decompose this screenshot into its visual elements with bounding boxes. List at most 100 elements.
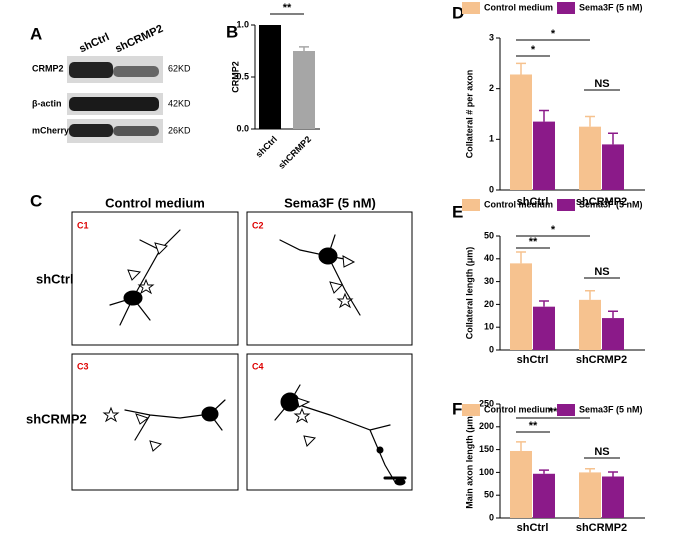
x-tick-label: shCtrl [517,354,549,366]
y-tick-label: 100 [479,467,494,477]
bar [579,299,601,350]
significance-label: NS [594,446,609,458]
bar [510,450,532,518]
markers [102,242,356,452]
y-tick-label: 10 [484,322,494,332]
y-tick-label: 150 [479,444,494,454]
y-tick-label: 30 [484,276,494,286]
significance-label: * [551,224,556,236]
y-tick-label: 3 [489,32,494,42]
y-tick-label: 0 [489,512,494,522]
error-bar [608,471,618,477]
micrograph-tag: C4 [252,361,264,371]
y-tick-label: 1 [489,134,494,144]
y-tick-label: 250 [479,398,494,408]
micrograph-tag: C2 [252,220,264,230]
y-tick-label: 40 [484,253,494,263]
bar [579,126,601,190]
panel-label: B [226,22,238,41]
panel-label: C [30,191,42,210]
blot-column: shCtrl [77,31,111,55]
error-bar [608,132,618,145]
bar [602,476,624,518]
legend-label: Control medium [484,199,553,209]
error-bar [539,109,549,122]
error-bar [299,46,309,51]
bar [533,473,555,518]
x-tick-label: shCtrl [517,522,549,534]
bar [579,472,601,518]
column-header: Control medium [105,195,205,210]
y-tick-label: 0.0 [236,123,249,133]
legend-label: Sema3F (5 nM) [579,2,643,12]
significance-label: * [551,28,556,40]
significance-label: NS [594,266,609,278]
error-bar [585,468,595,473]
micrograph-tag: C1 [77,220,89,230]
bar [602,318,624,350]
blot-row-label: mCherry [32,125,69,135]
legend-swatch [557,404,575,416]
significance-label: ** [283,2,292,14]
row-header: shCtrl [36,271,74,286]
y-axis-label: Main axon length (μm) [464,413,474,509]
bar [293,51,315,129]
blot-size: 42KD [168,98,191,108]
blot-row-label: β-actin [32,98,62,108]
legend-swatch [462,404,480,416]
x-tick-label: shCtrl [517,196,549,208]
significance-label: ** [529,236,538,248]
panel-label: F [452,399,462,418]
y-tick-label: 2 [489,83,494,93]
bar [510,263,532,350]
significance-label: ** [549,406,558,418]
x-tick-label: shCRMP2 [276,134,313,171]
y-tick-label: 1.0 [236,19,249,29]
panel-label: E [452,202,463,221]
y-axis-label: Collateral length (μm) [464,247,474,340]
legend-swatch [462,2,480,14]
legend-label: Control medium [484,2,553,12]
panel-label: A [30,24,42,43]
y-axis-label: CRMP2 [230,61,240,93]
x-tick-label: shCRMP2 [576,522,627,534]
significance-label: * [531,44,536,56]
blot-size: 62KD [168,63,191,73]
y-tick-label: 0 [489,344,494,354]
panel-label: D [452,3,464,22]
significance-label: ** [529,420,538,432]
legend-swatch [462,199,480,211]
legend-label: Sema3F (5 nM) [579,404,643,414]
blot-row-label: CRMP2 [32,63,64,73]
error-bar [516,441,526,451]
y-tick-label: 200 [479,421,494,431]
western-blot [67,56,163,143]
bar [533,306,555,350]
error-bar [585,289,595,300]
blot-column: shCRMP2 [113,23,165,56]
y-tick-label: 20 [484,299,494,309]
error-bar [516,62,526,75]
error-bar [608,310,618,319]
error-bar [539,469,549,474]
bar [510,74,532,190]
legend-swatch [557,199,575,211]
significance-label: NS [594,78,609,90]
row-header: shCRMP2 [26,411,87,426]
x-tick-label: shCtrl [254,134,279,159]
y-tick-label: 50 [484,230,494,240]
blot-size: 26KD [168,125,191,135]
y-axis-label: Collateral # per axon [464,70,474,159]
error-bar [516,251,526,264]
bar [602,144,624,190]
y-tick-label: 50 [484,490,494,500]
micrographs [71,211,413,491]
column-header: Sema3F (5 nM) [284,195,376,210]
y-tick-label: 0.5 [236,71,249,81]
legend-swatch [557,2,575,14]
micrograph-tag: C3 [77,361,89,371]
bar [259,25,281,129]
x-tick-label: shCRMP2 [576,196,627,208]
legend-label: Sema3F (5 nM) [579,199,643,209]
